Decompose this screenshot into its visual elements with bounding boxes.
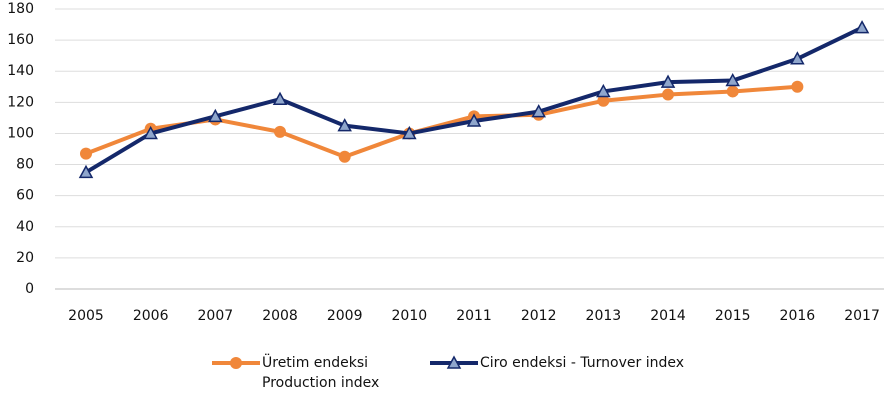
- x-tick-label: 2009: [327, 308, 363, 324]
- x-tick-label: 2016: [780, 308, 816, 324]
- data-point: [272, 91, 288, 105]
- x-tick-label: 2015: [715, 308, 751, 324]
- series-line: [84, 25, 863, 175]
- legend-marker: [446, 355, 462, 369]
- y-tick-label: 60: [16, 188, 34, 204]
- y-tick-label: 100: [7, 125, 34, 141]
- data-point: [337, 118, 352, 132]
- y-tick-label: 0: [25, 281, 34, 297]
- data-point: [790, 51, 805, 65]
- y-tick-label: 160: [7, 32, 34, 48]
- data-point: [80, 147, 92, 160]
- data-point: [662, 88, 675, 101]
- x-tick-label: 2007: [198, 308, 234, 324]
- data-point: [466, 113, 482, 127]
- x-tick-label: 2012: [521, 308, 557, 324]
- x-tick-label: 2005: [68, 308, 104, 324]
- y-tick-label: 20: [16, 250, 34, 266]
- x-tick-label: 2014: [650, 308, 686, 324]
- y-tick-label: 120: [7, 94, 34, 110]
- data-point: [531, 104, 546, 118]
- data-point: [726, 85, 739, 98]
- legend-label: Üretim endeksi Production index: [262, 355, 380, 391]
- data-point: [143, 125, 158, 140]
- data-point: [402, 125, 417, 140]
- data-point: [660, 74, 676, 88]
- legend-label: Ciro endeksi - Turnover index: [480, 355, 685, 371]
- data-point: [725, 72, 740, 87]
- data-point: [791, 80, 804, 93]
- x-tick-label: 2013: [586, 308, 622, 324]
- x-tick-label: 2011: [456, 308, 492, 324]
- y-tick-label: 180: [7, 1, 34, 17]
- data-point: [338, 150, 351, 163]
- x-tick-label: 2017: [844, 308, 880, 324]
- data-point: [854, 20, 870, 34]
- legend-marker: [230, 357, 242, 369]
- x-tick-label: 2010: [392, 308, 428, 324]
- y-tick-label: 40: [16, 219, 34, 235]
- data-point: [208, 108, 223, 123]
- data-point: [597, 94, 610, 107]
- data-point: [596, 83, 611, 98]
- data-point: [274, 125, 287, 138]
- data-point: [78, 164, 94, 179]
- x-tick-label: 2006: [133, 308, 169, 324]
- y-tick-label: 140: [7, 63, 34, 79]
- y-tick-label: 80: [16, 157, 34, 173]
- x-tick-label: 2008: [262, 308, 298, 324]
